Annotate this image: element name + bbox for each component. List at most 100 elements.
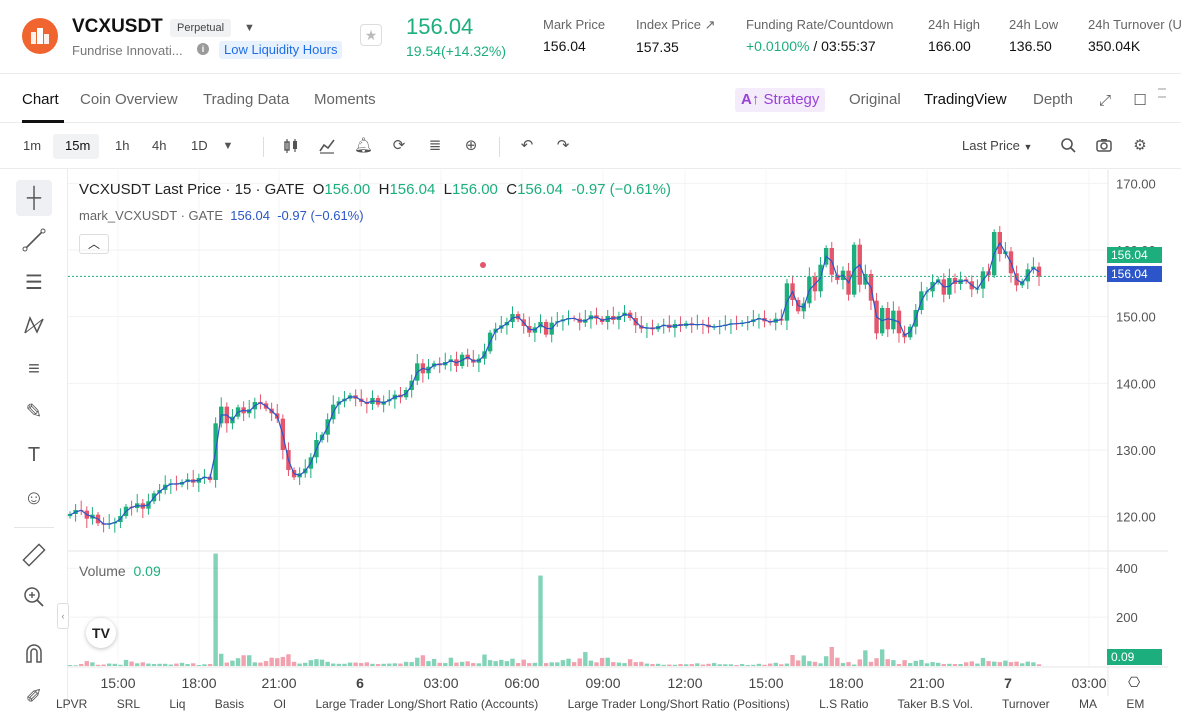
- legend-collapse-button[interactable]: ︿: [79, 234, 109, 254]
- tab-tradingview[interactable]: TradingView: [924, 91, 1007, 108]
- volume-bar: [325, 661, 330, 666]
- bottom-tab-srl[interactable]: SRL: [116, 697, 141, 711]
- tradingview-logo-icon[interactable]: TV: [86, 618, 116, 648]
- bottom-tab-ls-positions[interactable]: Large Trader Long/Short Ratio (Positions…: [567, 697, 790, 711]
- timeframe-15m[interactable]: 15m: [65, 138, 91, 153]
- price-source-select[interactable]: Last Price ▼: [962, 138, 1032, 153]
- bottom-tab-ls-ratio[interactable]: L.S Ratio: [819, 697, 869, 711]
- pattern-icon[interactable]: [16, 308, 52, 344]
- text-tool-icon[interactable]: T: [27, 444, 41, 466]
- bottom-tab-em[interactable]: EM: [1126, 697, 1145, 711]
- liquidity-badge[interactable]: Low Liquidity Hours: [219, 41, 343, 59]
- alert-bell-icon[interactable]: 🔔︎: [354, 137, 374, 154]
- volume-bar: [527, 663, 532, 666]
- horizontal-lines-icon[interactable]: ☰: [25, 272, 43, 294]
- timeframe-4h[interactable]: 4h: [152, 138, 167, 153]
- candle-body: [857, 244, 862, 285]
- bottom-tab-taker-vol[interactable]: Taker B.S Vol.: [897, 697, 973, 711]
- crosshair-icon[interactable]: ┼: [16, 180, 52, 216]
- tab-original[interactable]: Original: [849, 91, 901, 108]
- candle-body: [207, 476, 213, 480]
- replay-icon[interactable]: ⟳: [392, 137, 406, 154]
- vol-tick-label: 200: [1116, 610, 1138, 625]
- candle-body: [980, 271, 986, 289]
- volume-bar: [896, 664, 902, 666]
- tab-trading-data[interactable]: Trading Data: [203, 91, 290, 108]
- bottom-tab-liq[interactable]: Liq: [169, 697, 186, 711]
- candle-body: [174, 483, 179, 485]
- symbol-dropdown-icon[interactable]: ▼: [244, 22, 255, 34]
- coin-full-name: Fundrise Innovati...: [72, 43, 183, 58]
- bottom-tab-basis[interactable]: Basis: [214, 697, 245, 711]
- magnet-icon[interactable]: [16, 636, 52, 672]
- candle-body: [711, 326, 717, 328]
- search-icon[interactable]: [1059, 137, 1077, 155]
- volume-bar: [549, 662, 554, 666]
- fullscreen-icon[interactable]: ☐: [1133, 92, 1147, 109]
- volume-bar: [577, 658, 582, 666]
- axis-settings-icon[interactable]: ⎔: [1128, 674, 1141, 690]
- trendline-icon[interactable]: [16, 222, 52, 258]
- volume-bar: [723, 664, 728, 666]
- bottom-tab-oi[interactable]: OI: [273, 697, 287, 711]
- candle-body: [941, 279, 946, 295]
- volume-bar: [336, 663, 342, 666]
- candle-body: [73, 510, 78, 514]
- expand-icon[interactable]: ⤢: [1098, 92, 1111, 109]
- candle-body: [392, 394, 398, 400]
- volume-bar: [885, 659, 890, 666]
- bottom-tab-lpvr[interactable]: LPVR: [56, 697, 88, 711]
- bottom-tab-ma[interactable]: MA: [1078, 697, 1097, 711]
- tab-moments[interactable]: Moments: [314, 91, 376, 108]
- tab-coin-overview[interactable]: Coin Overview: [80, 91, 178, 108]
- favorite-star-icon[interactable]: ★: [360, 24, 382, 46]
- stat-value: 136.50: [1009, 38, 1052, 54]
- add-plus-icon[interactable]: ⊕: [464, 137, 478, 154]
- timeframe-dropdown-icon[interactable]: ▼: [222, 140, 234, 152]
- tab-chart[interactable]: Chart: [22, 91, 59, 108]
- y-tick-label: 140.00: [1116, 376, 1156, 391]
- candle-body: [728, 323, 734, 325]
- volume-bar: [342, 663, 347, 666]
- symbol-title[interactable]: VCXUSDT: [72, 16, 163, 37]
- timeframe-1m[interactable]: 1m: [23, 138, 42, 153]
- timeframe-1h[interactable]: 1h: [115, 138, 130, 153]
- stat-label: Funding Rate/Countdown: [746, 17, 894, 32]
- candle-body: [185, 479, 190, 482]
- last-price-label: 156.04: [1107, 247, 1162, 263]
- volume-bar: [863, 650, 868, 666]
- volume-bar: [627, 659, 633, 666]
- volume-bar: [879, 649, 885, 666]
- volume-bar: [868, 661, 874, 666]
- undo-icon[interactable]: ↶: [520, 137, 534, 154]
- stat-index-price[interactable]: Index Price ↗ 157.35: [636, 17, 716, 55]
- bottom-tab-ls-accounts[interactable]: Large Trader Long/Short Ratio (Accounts): [315, 697, 539, 711]
- drag-handle-icon[interactable]: [1158, 88, 1166, 98]
- info-icon[interactable]: i: [197, 43, 209, 55]
- volume-bar: [118, 664, 123, 666]
- ruler-icon[interactable]: [16, 537, 52, 573]
- volume-bar: [689, 664, 694, 666]
- brush-icon[interactable]: ✎: [25, 401, 43, 423]
- emoji-icon[interactable]: ☺: [23, 487, 45, 509]
- camera-icon[interactable]: [1095, 137, 1113, 155]
- settings-gear-icon[interactable]: ⚙: [1133, 137, 1147, 154]
- redo-icon[interactable]: ↷: [556, 137, 570, 154]
- tab-depth[interactable]: Depth: [1033, 91, 1074, 108]
- volume-bar: [280, 656, 286, 666]
- templates-icon[interactable]: ≣: [428, 137, 442, 154]
- timeframe-1d[interactable]: 1D: [191, 138, 208, 153]
- volume-bar: [375, 664, 381, 666]
- indicators-icon[interactable]: [318, 137, 336, 155]
- strategy-button[interactable]: A↑ Strategy: [735, 88, 826, 112]
- candle-type-icon[interactable]: [282, 137, 300, 155]
- fibonacci-icon[interactable]: ≡: [28, 358, 40, 380]
- y-tick-label: 170.00: [1116, 176, 1156, 191]
- candle-body: [986, 271, 991, 276]
- candle-body: [896, 310, 902, 334]
- bottom-tab-turnover[interactable]: Turnover: [1002, 697, 1050, 711]
- zoom-in-icon[interactable]: [16, 579, 52, 615]
- lock-drawings-icon[interactable]: ✐: [25, 686, 43, 708]
- toolbar-collapse-handle[interactable]: ‹: [57, 603, 69, 629]
- volume-bar: [515, 663, 521, 666]
